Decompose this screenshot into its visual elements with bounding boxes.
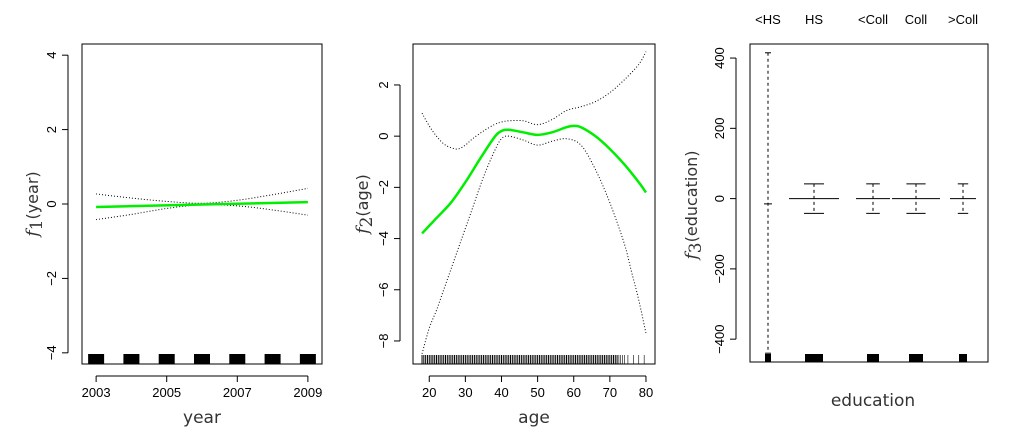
x-ticks-year: 2003 2005 2007 2009 [82, 375, 322, 400]
panel-age: −8 −6 −4 −2 0 2 20 30 40 50 60 70 80 age f2(age) [353, 43, 656, 428]
x-tick-label: 70 [603, 385, 617, 400]
y-tick-label: −4 [376, 231, 391, 246]
category-label: <HS [755, 12, 781, 27]
category-label: Coll [905, 12, 928, 27]
x-tick-label: 2005 [152, 385, 181, 400]
y-tick-label: 4 [44, 52, 59, 59]
x-axis-title-age: age [518, 408, 550, 428]
y-tick-label: −2 [376, 180, 391, 195]
rug-mark [194, 354, 210, 364]
rug-mark [88, 354, 105, 364]
panel-education: −400 −200 0 200 400 <HS HS <Coll Coll >Coll educ… [682, 12, 989, 411]
y-axis-title-age: f2(age) [353, 174, 377, 235]
category-label: HS [805, 12, 823, 27]
rug-year [88, 354, 316, 364]
y-tick-label: 2 [376, 81, 391, 88]
y-tick-label: −4 [44, 345, 59, 360]
y-tick-label: 200 [712, 117, 727, 139]
y-tick-label: 0 [44, 200, 59, 207]
rug-mark [123, 354, 140, 364]
y-ticks-education: −400 −200 0 200 400 [712, 47, 737, 354]
x-axis-title-year: year [183, 408, 221, 428]
y-ticks-age: −8 −6 −4 −2 0 2 [376, 81, 401, 349]
y-ticks-year: −4 −2 0 2 4 [44, 52, 69, 360]
y-tick-label: 0 [712, 195, 727, 202]
x-tick-label: 2003 [82, 385, 111, 400]
y-tick-label: 0 [376, 133, 391, 140]
rug-mark [299, 354, 316, 364]
y-tick-label: −8 [376, 334, 391, 349]
upper-band-year [96, 187, 308, 204]
x-ticks-age: 20 30 40 50 60 70 80 [422, 375, 653, 400]
rug-mark [158, 354, 175, 364]
x-tick-label: 30 [458, 385, 472, 400]
rug-mark [765, 354, 771, 362]
x-tick-label: 2009 [293, 385, 322, 400]
upper-band-age [421, 51, 647, 150]
rug-mark [805, 354, 823, 362]
rug-mark [909, 354, 923, 362]
y-axis-title-year: f1(year) [23, 171, 47, 238]
x-tick-label: 80 [639, 385, 653, 400]
intervals-education [764, 52, 976, 354]
lower-band-age [421, 135, 647, 354]
rug-education [765, 354, 967, 362]
rug-age [421, 355, 645, 364]
x-tick-label: 20 [422, 385, 436, 400]
x-tick-label: 60 [566, 385, 580, 400]
x-tick-label: 40 [494, 385, 508, 400]
x-tick-label: 50 [530, 385, 544, 400]
rug-mark [264, 354, 281, 364]
y-tick-label: −6 [376, 282, 391, 297]
rug-mark [959, 354, 967, 362]
rug-mark [867, 354, 879, 362]
rug-mark [229, 354, 246, 364]
y-axis-title-education: f3(education) [682, 151, 706, 262]
fit-line-age [421, 124, 647, 235]
lower-band-year [96, 204, 308, 221]
y-tick-label: −200 [712, 254, 727, 283]
category-label: >Coll [948, 12, 978, 27]
plot-frame-education [749, 43, 989, 363]
y-tick-label: 2 [44, 126, 59, 133]
y-tick-label: −400 [712, 325, 727, 354]
x-axis-title-education: education [831, 391, 915, 411]
y-tick-label: −2 [44, 271, 59, 286]
fit-line-year [96, 200, 308, 209]
category-label: <Coll [858, 12, 888, 27]
y-tick-label: 400 [712, 47, 727, 69]
category-labels-education: <HS HS <Coll Coll >Coll [755, 12, 978, 27]
panel-year: −4 −2 0 2 4 2003 2005 2007 2009 year f1(year) [23, 43, 323, 428]
x-tick-label: 2007 [223, 385, 252, 400]
